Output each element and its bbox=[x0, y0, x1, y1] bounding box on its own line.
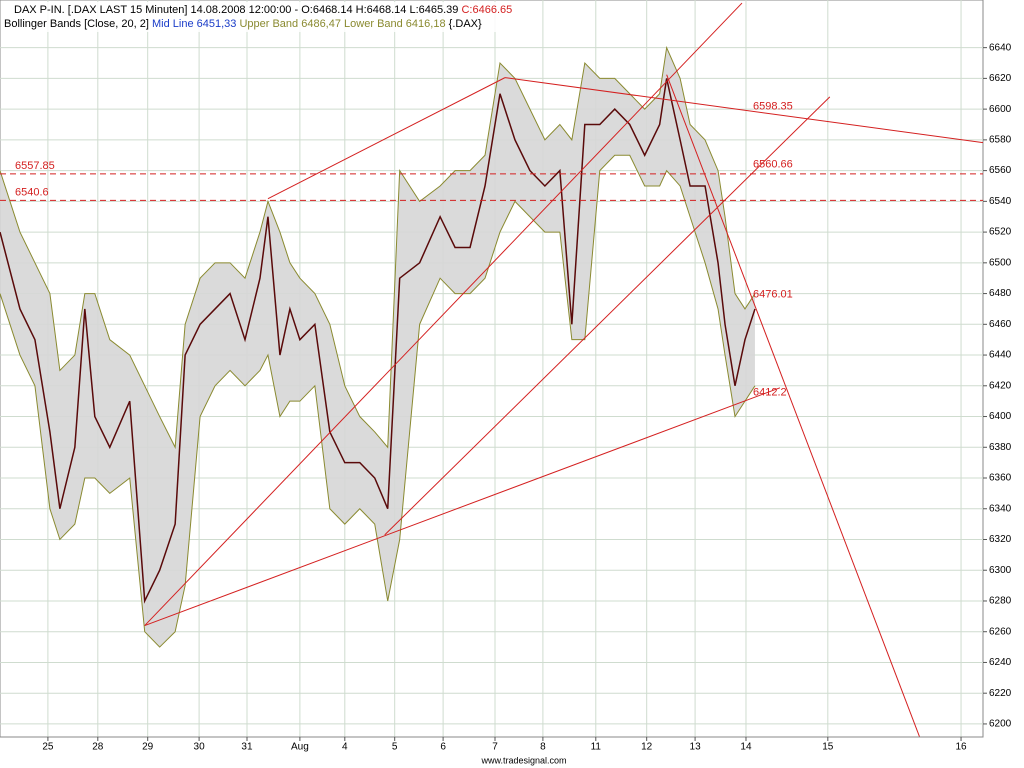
trend-label: 6412.2 bbox=[753, 387, 787, 399]
y-tick-label: 6520 bbox=[989, 227, 1012, 238]
header-bg bbox=[2, 2, 512, 32]
x-tick-label: 7 bbox=[492, 742, 498, 753]
x-tick-label: 6 bbox=[440, 742, 446, 753]
y-tick-label: 6220 bbox=[989, 688, 1012, 699]
footer: www.tradesignal.com bbox=[480, 755, 566, 765]
header-line-2: Bollinger Bands [Close, 20, 2] Mid Line … bbox=[4, 18, 482, 30]
x-tick-label: 31 bbox=[241, 742, 253, 753]
y-tick-label: 6580 bbox=[989, 135, 1012, 146]
y-tick-label: 6500 bbox=[989, 257, 1012, 268]
y-tick-label: 6240 bbox=[989, 657, 1012, 668]
ohl: O:6468.14 H:6468.14 L:6465.39 bbox=[301, 4, 458, 16]
band-fill bbox=[0, 47, 755, 648]
plot: 6557.85 6540.6 6598.35 6560.66 6476.01 6412.2 bbox=[0, 2, 983, 737]
trend-label: 6560.66 bbox=[753, 159, 793, 171]
y-tick-label: 6360 bbox=[989, 473, 1012, 484]
x-tick-label: 29 bbox=[142, 742, 154, 753]
band-line bbox=[0, 154, 756, 648]
y-tick-label: 6620 bbox=[989, 73, 1012, 84]
trend-label: 6476.01 bbox=[753, 289, 793, 301]
y-tick-label: 6640 bbox=[989, 42, 1012, 53]
y-tick-label: 6260 bbox=[989, 626, 1012, 637]
y-tick-label: 6400 bbox=[989, 411, 1012, 422]
axes: 6200 6220 6240 6260 6280 6300 6320 6340 6360 6380… bbox=[0, 42, 1012, 753]
y-tick-label: 6340 bbox=[989, 503, 1012, 514]
close: C:6466.65 bbox=[461, 4, 512, 16]
level-label: 6557.85 bbox=[15, 160, 55, 172]
x-tick-label: 11 bbox=[591, 742, 602, 753]
source: {.DAX} bbox=[449, 18, 482, 30]
trend-line bbox=[267, 77, 506, 200]
header-line-1: DAX P-IN. [.DAX LAST 15 Minuten] 14.08.2… bbox=[14, 4, 512, 16]
trend-line bbox=[666, 74, 921, 737]
y-tick-label: 6320 bbox=[989, 534, 1012, 545]
feed: [.DAX LAST 15 Minuten] bbox=[68, 4, 188, 16]
upper-band: Upper Band 6486,47 bbox=[239, 18, 341, 30]
price-line bbox=[0, 78, 756, 604]
y-tick-label: 6440 bbox=[989, 350, 1012, 361]
x-tick-label: 16 bbox=[955, 742, 967, 753]
symbol: DAX P-IN. bbox=[14, 4, 65, 16]
x-tick-label: 5 bbox=[392, 742, 398, 753]
level-label: 6540.6 bbox=[15, 186, 49, 198]
x-tick-label: Aug bbox=[291, 742, 309, 753]
y-tick-label: 6460 bbox=[989, 319, 1012, 330]
trend-line bbox=[144, 2, 743, 626]
x-tick-label: 15 bbox=[822, 742, 834, 753]
y-tick-label: 6480 bbox=[989, 288, 1012, 299]
mid-line: Mid Line 6451,33 bbox=[152, 18, 236, 30]
trend-line bbox=[144, 387, 781, 627]
y-tick-label: 6200 bbox=[989, 719, 1012, 730]
y-tick-label: 6380 bbox=[989, 442, 1012, 453]
x-tick-label: 13 bbox=[690, 742, 702, 753]
x-tick-label: 14 bbox=[740, 742, 752, 753]
y-tick-label: 6420 bbox=[989, 380, 1012, 391]
lower-band: Lower Band 6416,18 bbox=[344, 18, 446, 30]
y-tick-label: 6560 bbox=[989, 165, 1012, 176]
y-tick-label: 6300 bbox=[989, 565, 1012, 576]
y-tick-label: 6600 bbox=[989, 104, 1012, 115]
y-tick-label: 6540 bbox=[989, 196, 1012, 207]
x-tick-label: 28 bbox=[92, 742, 104, 753]
x-tick-label: 4 bbox=[342, 742, 348, 753]
x-tick-label: 30 bbox=[194, 742, 206, 753]
x-tick-label: 8 bbox=[540, 742, 546, 753]
indicator: Bollinger Bands [Close, 20, 2] bbox=[4, 18, 149, 30]
timestamp: 14.08.2008 12:00:00 - bbox=[191, 4, 299, 16]
x-tick-label: 25 bbox=[42, 742, 54, 753]
trend-line bbox=[504, 77, 983, 144]
trend-line bbox=[384, 96, 831, 536]
trend-label: 6598.35 bbox=[753, 101, 793, 113]
x-tick-label: 12 bbox=[641, 742, 653, 753]
band-line bbox=[0, 45, 756, 450]
y-tick-label: 6280 bbox=[989, 596, 1012, 607]
